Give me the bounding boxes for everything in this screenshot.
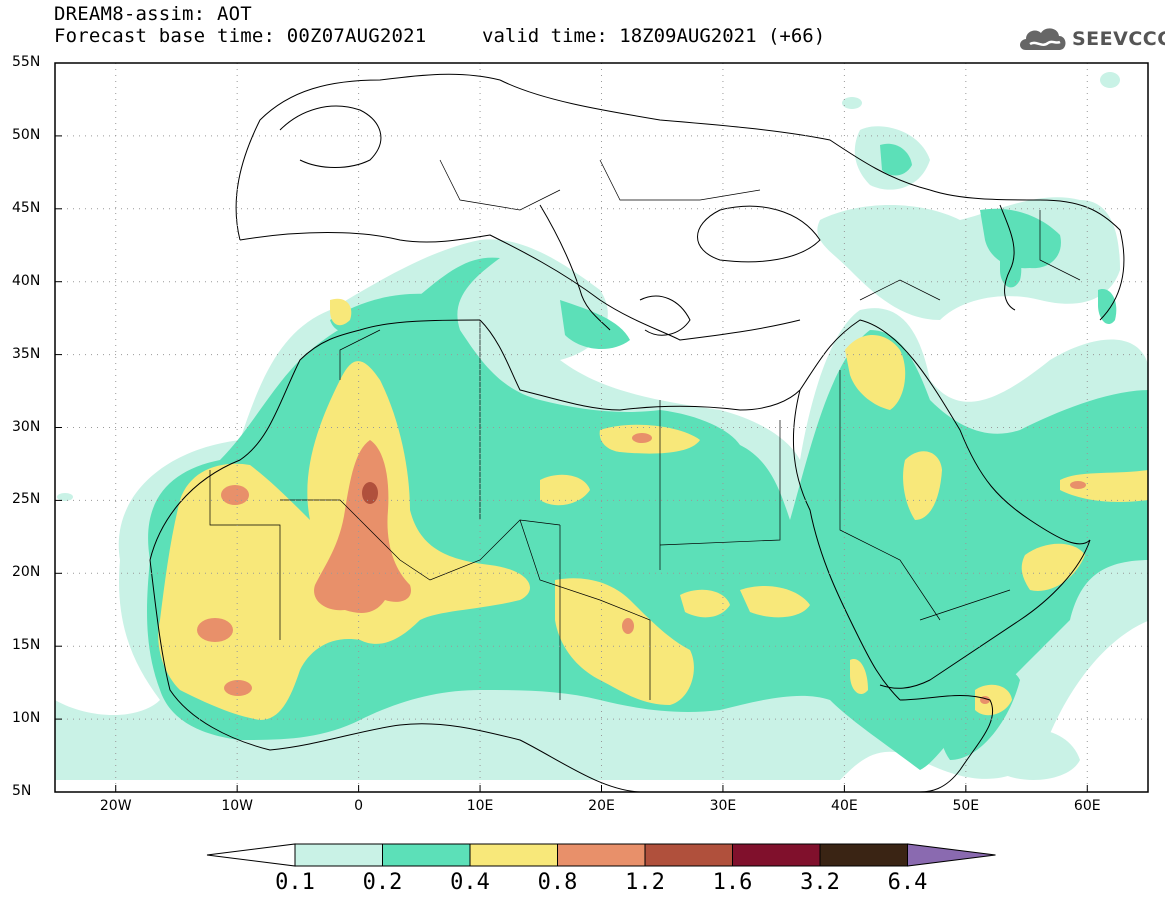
lat-tick-label: 35N <box>12 345 41 362</box>
colorbar-level-label: 0.4 <box>450 870 490 895</box>
aot-field-orange <box>197 433 1086 704</box>
lon-tick-label: 40E <box>831 798 858 814</box>
lon-tick-label: 20E <box>588 798 615 814</box>
colorbar-level-label: 0.8 <box>537 870 578 895</box>
lon-tick-label: 60E <box>1073 798 1101 814</box>
lon-tick-label: 50E <box>952 798 980 814</box>
map-title: DREAM8-assim: AOT <box>54 3 252 25</box>
lon-tick-label: 20W <box>99 798 132 814</box>
colorbar-level-label: 0.2 <box>362 870 403 895</box>
lat-tick-label: 40N <box>12 272 41 289</box>
lat-tick-label: 25N <box>12 491 41 508</box>
lon-tick-label: 0 <box>354 798 364 814</box>
lon-tick-label: 30E <box>709 798 737 814</box>
seevccc-logo: SEEVCCC <box>1016 20 1165 58</box>
lon-tick-label: 10E <box>466 798 494 814</box>
valid-time: valid time: 18Z09AUG2021 (+66) <box>482 25 826 47</box>
logo-text: SEEVCCC <box>1072 28 1165 50</box>
lat-tick-label: 15N <box>12 637 41 654</box>
aot-field-brown <box>362 482 378 504</box>
lat-tick-label: 45N <box>12 199 41 216</box>
colorbar-level-label: 3.2 <box>800 870 840 895</box>
colorbar-level-label: 1.6 <box>712 870 753 895</box>
lat-tick-label: 30N <box>12 418 41 435</box>
lat-tick-label: 5N <box>12 783 32 799</box>
colorbar-level-label: 1.2 <box>625 870 665 895</box>
borders <box>209 159 1081 700</box>
colorbar-level-label: 0.1 <box>275 870 315 895</box>
forecast-base-time: Forecast base time: 00Z07AUG2021 <box>54 25 427 47</box>
axis-ticks <box>55 62 1088 793</box>
lat-tick-label: 50N <box>12 126 41 143</box>
coastlines <box>149 73 1125 792</box>
colorbar-level-label: 6.4 <box>887 870 928 895</box>
cloud-icon <box>1020 28 1066 50</box>
lat-tick-label: 10N <box>12 710 41 727</box>
lat-tick-label: 55N <box>12 54 41 70</box>
lon-tick-label: 10W <box>221 798 253 814</box>
lat-lon-grid <box>55 63 1148 792</box>
lat-tick-label: 20N <box>12 564 41 581</box>
